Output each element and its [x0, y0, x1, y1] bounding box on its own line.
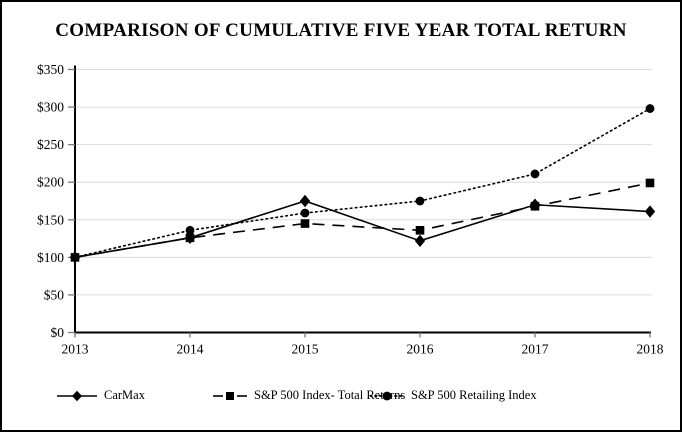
diamond-marker: [414, 234, 426, 248]
y-axis-ticks: $0 $50 $100 $150 $200 $250 $300 $350: [37, 62, 75, 340]
axes: [74, 65, 651, 334]
dashed-line-square-icon: [213, 391, 247, 400]
y-tick-label: $50: [44, 287, 65, 302]
x-tick-label: 2013: [62, 342, 89, 357]
y-tick-label: $100: [37, 250, 64, 265]
chart-title: COMPARISON OF CUMULATIVE FIVE YEAR TOTAL…: [55, 20, 627, 41]
y-tick-label: $0: [51, 325, 65, 340]
x-tick-label: 2016: [407, 342, 434, 357]
circle-marker: [645, 104, 655, 113]
x-axis-ticks: 2013 2014 2015 2016 2017 2018: [62, 332, 664, 357]
chart-legend: CarMax S&P 500 Index- Total Returns S&P …: [2, 388, 680, 406]
legend-label-sp500: S&P 500 Index- Total Returns: [254, 388, 406, 402]
x-tick-label: 2015: [292, 342, 319, 357]
diamond-marker: [299, 194, 311, 208]
diamond-marker: [184, 231, 196, 245]
circle-marker: [300, 208, 310, 218]
square-marker: [300, 219, 310, 228]
y-tick-label: $250: [37, 137, 64, 152]
y-tick-label: $300: [37, 100, 64, 115]
legend-item-carmax: CarMax: [57, 388, 145, 403]
legend-label-retailing: S&P 500 Retailing Index: [411, 388, 537, 402]
legend-item-retailing: S&P 500 Retailing Index: [370, 388, 537, 403]
x-tick-label: 2014: [177, 342, 204, 357]
circle-marker: [415, 196, 425, 206]
y-tick-label: $350: [37, 62, 64, 77]
gridlines: [75, 69, 653, 296]
series-s-p-500-retailing-index: [70, 104, 655, 262]
circle-marker: [185, 225, 195, 235]
diamond-marker: [529, 198, 541, 211]
series-carmax: [69, 194, 656, 264]
legend-label-carmax: CarMax: [104, 388, 145, 402]
circle-marker: [70, 252, 80, 262]
dotted-line-circle-icon: [370, 391, 404, 400]
solid-line-diamond-icon: [57, 390, 97, 401]
square-marker: [645, 178, 655, 188]
x-tick-label: 2017: [522, 342, 549, 357]
y-tick-label: $200: [37, 175, 64, 190]
legend-item-sp500: S&P 500 Index- Total Returns: [213, 388, 405, 403]
circle-marker: [530, 169, 540, 179]
square-marker: [415, 226, 425, 235]
x-tick-label: 2018: [637, 342, 664, 357]
diamond-marker: [644, 205, 656, 218]
y-tick-label: $150: [37, 212, 64, 227]
